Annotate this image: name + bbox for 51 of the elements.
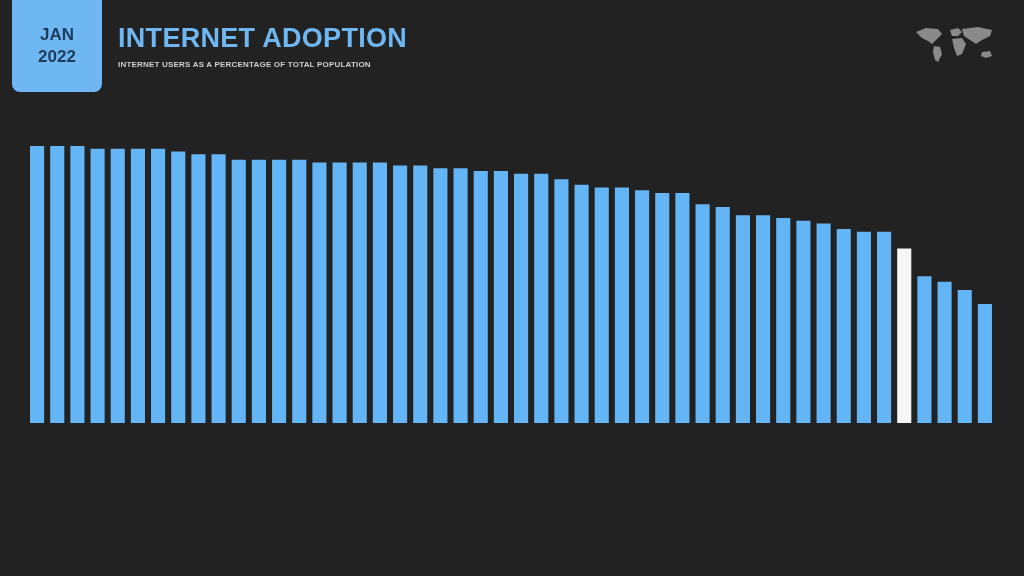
bar xyxy=(917,276,932,423)
bar xyxy=(211,154,226,423)
bar xyxy=(151,148,166,423)
bar xyxy=(614,187,629,423)
bar xyxy=(352,162,367,423)
bar xyxy=(90,148,105,423)
chart-title: INTERNET ADOPTION xyxy=(118,23,408,54)
bar xyxy=(554,179,569,423)
bar xyxy=(856,231,871,423)
bar xyxy=(957,290,972,423)
bar xyxy=(171,151,186,423)
bar xyxy=(413,165,428,423)
bar xyxy=(272,159,287,423)
bar xyxy=(816,223,831,423)
bar xyxy=(393,165,408,423)
bar xyxy=(594,187,609,423)
bar xyxy=(110,148,125,423)
bar xyxy=(292,159,307,423)
bar xyxy=(776,218,791,423)
bar xyxy=(574,184,589,423)
bar xyxy=(675,193,690,423)
bar xyxy=(655,193,670,423)
bar xyxy=(372,162,387,423)
text: JAN 2022 xyxy=(37,24,77,68)
bar xyxy=(231,159,246,423)
bar xyxy=(130,148,145,423)
bar xyxy=(453,168,468,423)
bar xyxy=(715,206,730,423)
bar xyxy=(50,146,65,423)
bar xyxy=(695,204,710,423)
bar xyxy=(756,215,771,423)
bar xyxy=(312,162,327,423)
bar xyxy=(836,229,851,423)
bar xyxy=(493,170,508,423)
bar xyxy=(796,220,811,423)
bar xyxy=(251,159,266,423)
bar xyxy=(635,190,650,423)
bar xyxy=(473,170,488,423)
chart-subtitle: INTERNET USERS AS A PERCENTAGE OF TOTAL POPULATION xyxy=(118,60,371,69)
bar xyxy=(191,154,206,423)
bar xyxy=(514,173,529,423)
bar xyxy=(433,168,448,423)
bar xyxy=(70,146,85,423)
bar xyxy=(735,215,750,423)
bar xyxy=(877,231,892,423)
bar xyxy=(30,146,45,423)
bar xyxy=(937,281,952,423)
bar xyxy=(977,303,992,423)
bar xyxy=(534,173,549,423)
bar xyxy=(897,248,912,423)
bar xyxy=(332,162,347,423)
